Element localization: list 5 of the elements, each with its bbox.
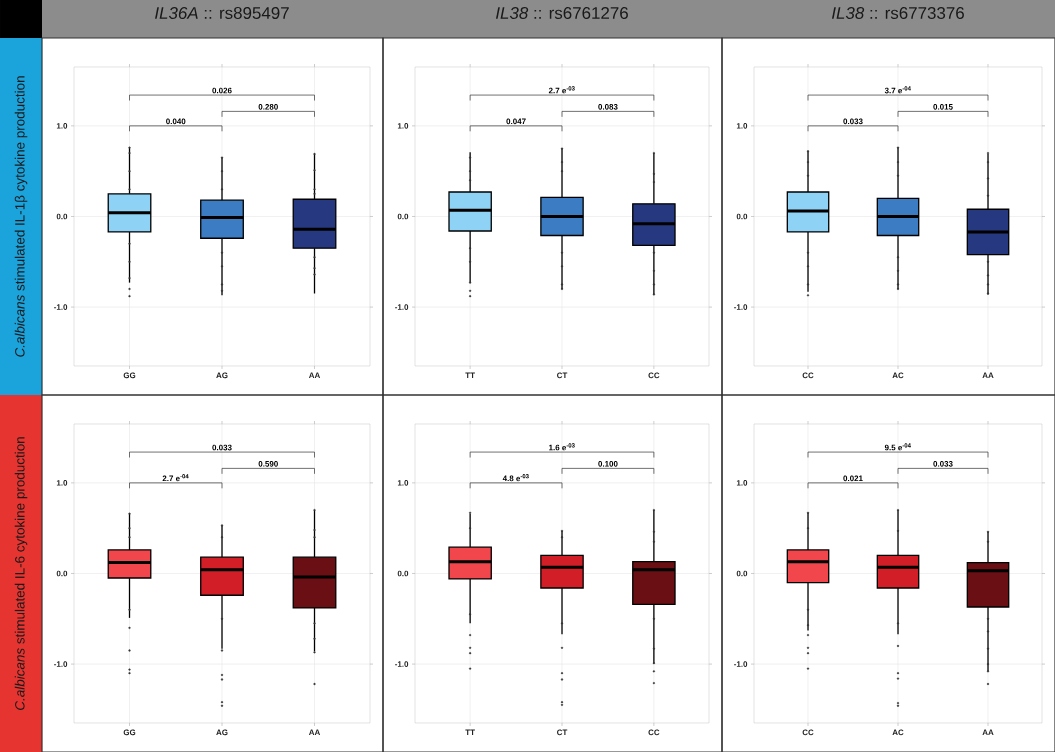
chart-title: IL36A :: rs895497: [155, 7, 289, 20]
y-axis-title: C.albicans stimulated IL-6 cytokine production: [14, 437, 28, 710]
chart-title: IL38 :: rs6773376: [831, 7, 964, 20]
chart-title: IL38 :: rs6761276: [495, 7, 628, 20]
y-axis-title: C.albicans stimulated IL-1β cytokine production: [14, 76, 28, 357]
